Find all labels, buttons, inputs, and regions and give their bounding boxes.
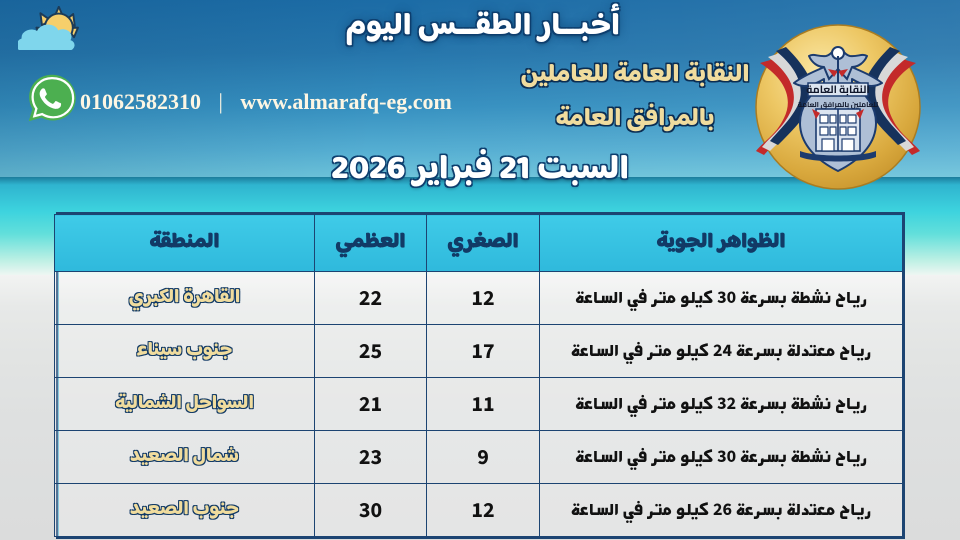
- svg-text:النقابة العامة: النقابة العامة: [806, 79, 869, 99]
